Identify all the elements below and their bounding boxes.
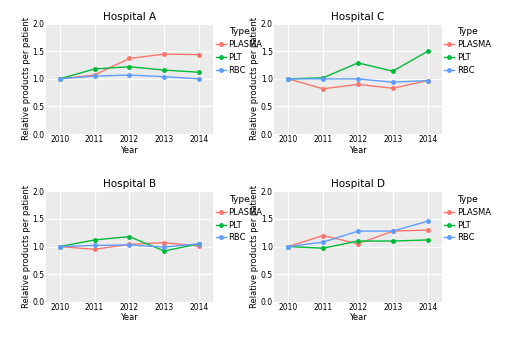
X-axis label: Year: Year	[120, 146, 138, 155]
Title: Hospital C: Hospital C	[331, 12, 385, 22]
X-axis label: Year: Year	[349, 146, 367, 155]
Title: Hospital D: Hospital D	[331, 179, 385, 189]
Legend: PLASMA, PLT, RBC: PLASMA, PLT, RBC	[214, 26, 264, 76]
Legend: PLASMA, PLT, RBC: PLASMA, PLT, RBC	[442, 193, 493, 244]
Title: Hospital B: Hospital B	[103, 179, 156, 189]
X-axis label: Year: Year	[349, 314, 367, 322]
Y-axis label: Relative products per patient: Relative products per patient	[250, 185, 260, 308]
X-axis label: Year: Year	[120, 314, 138, 322]
Y-axis label: Relative products per patient: Relative products per patient	[22, 17, 31, 140]
Legend: PLASMA, PLT, RBC: PLASMA, PLT, RBC	[442, 26, 493, 76]
Title: Hospital A: Hospital A	[103, 12, 156, 22]
Legend: PLASMA, PLT, RBC: PLASMA, PLT, RBC	[214, 193, 264, 244]
Y-axis label: Relative products per patient: Relative products per patient	[22, 185, 31, 308]
Y-axis label: Relative products per patient: Relative products per patient	[250, 17, 260, 140]
